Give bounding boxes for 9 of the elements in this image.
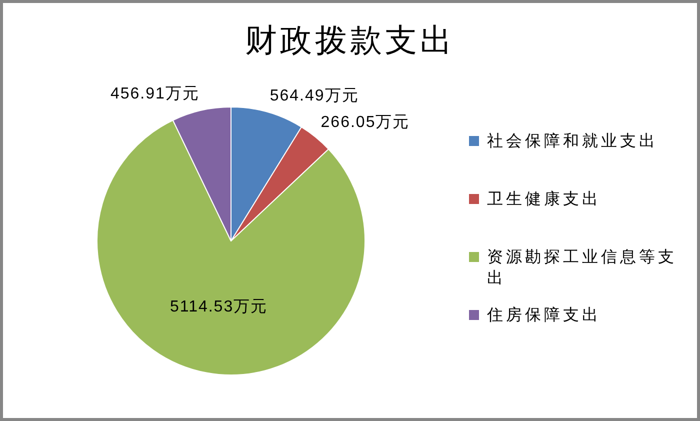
data-label: 456.91万元 bbox=[110, 86, 200, 103]
legend-label: 住房保障支出 bbox=[486, 306, 601, 324]
legend-label: 社会保障和就业支出 bbox=[487, 132, 658, 150]
chart-title: 财政拨款支出 bbox=[245, 22, 455, 58]
data-label: 5114.53万元 bbox=[170, 298, 268, 316]
legend-label: 卫生健康支出 bbox=[487, 190, 601, 208]
data-label: 564.49万元 bbox=[270, 87, 359, 104]
legend-label: 资源勘探工业信息等支出 bbox=[487, 248, 677, 286]
data-label: 266.05万元 bbox=[320, 114, 410, 131]
